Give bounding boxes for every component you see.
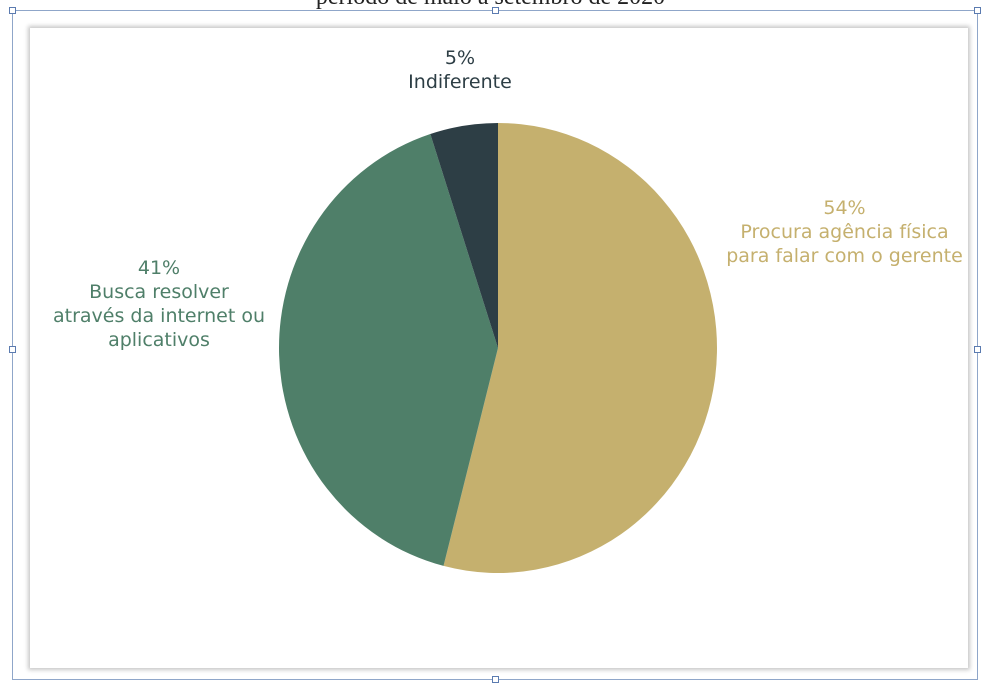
resize-handle-bottom-center[interactable] [492, 676, 499, 683]
slice-label-line: Procura agência física [740, 221, 949, 243]
slice-label-line: Busca resolver [89, 281, 229, 303]
slice-label-line: para falar com o gerente [726, 245, 963, 267]
slice-value-54: 54% [823, 197, 866, 219]
figure-caption: período de maio a setembro de 2020 [0, 0, 981, 11]
slice-label-indiferente: 5% Indiferente [380, 46, 540, 94]
slice-label-line: Indiferente [408, 71, 512, 93]
slice-label-line: através da internet ou [53, 305, 265, 327]
resize-handle-middle-left[interactable] [9, 346, 16, 353]
slice-value-5: 5% [444, 47, 476, 69]
pie-slice-busca-resolver [278, 134, 498, 566]
pie-slice-procura-agencia [443, 123, 717, 573]
slice-label-procura-agencia: 54% Procura agência física para falar co… [722, 196, 967, 268]
slice-label-busca-resolver: 41% Busca resolver através da internet o… [44, 256, 274, 352]
resize-handle-top-center[interactable] [492, 7, 499, 14]
slice-label-line: aplicativos [108, 329, 210, 351]
slice-value-41: 41% [137, 257, 181, 279]
resize-handle-top-left[interactable] [9, 7, 16, 14]
pie-slice-indiferente [430, 123, 498, 348]
